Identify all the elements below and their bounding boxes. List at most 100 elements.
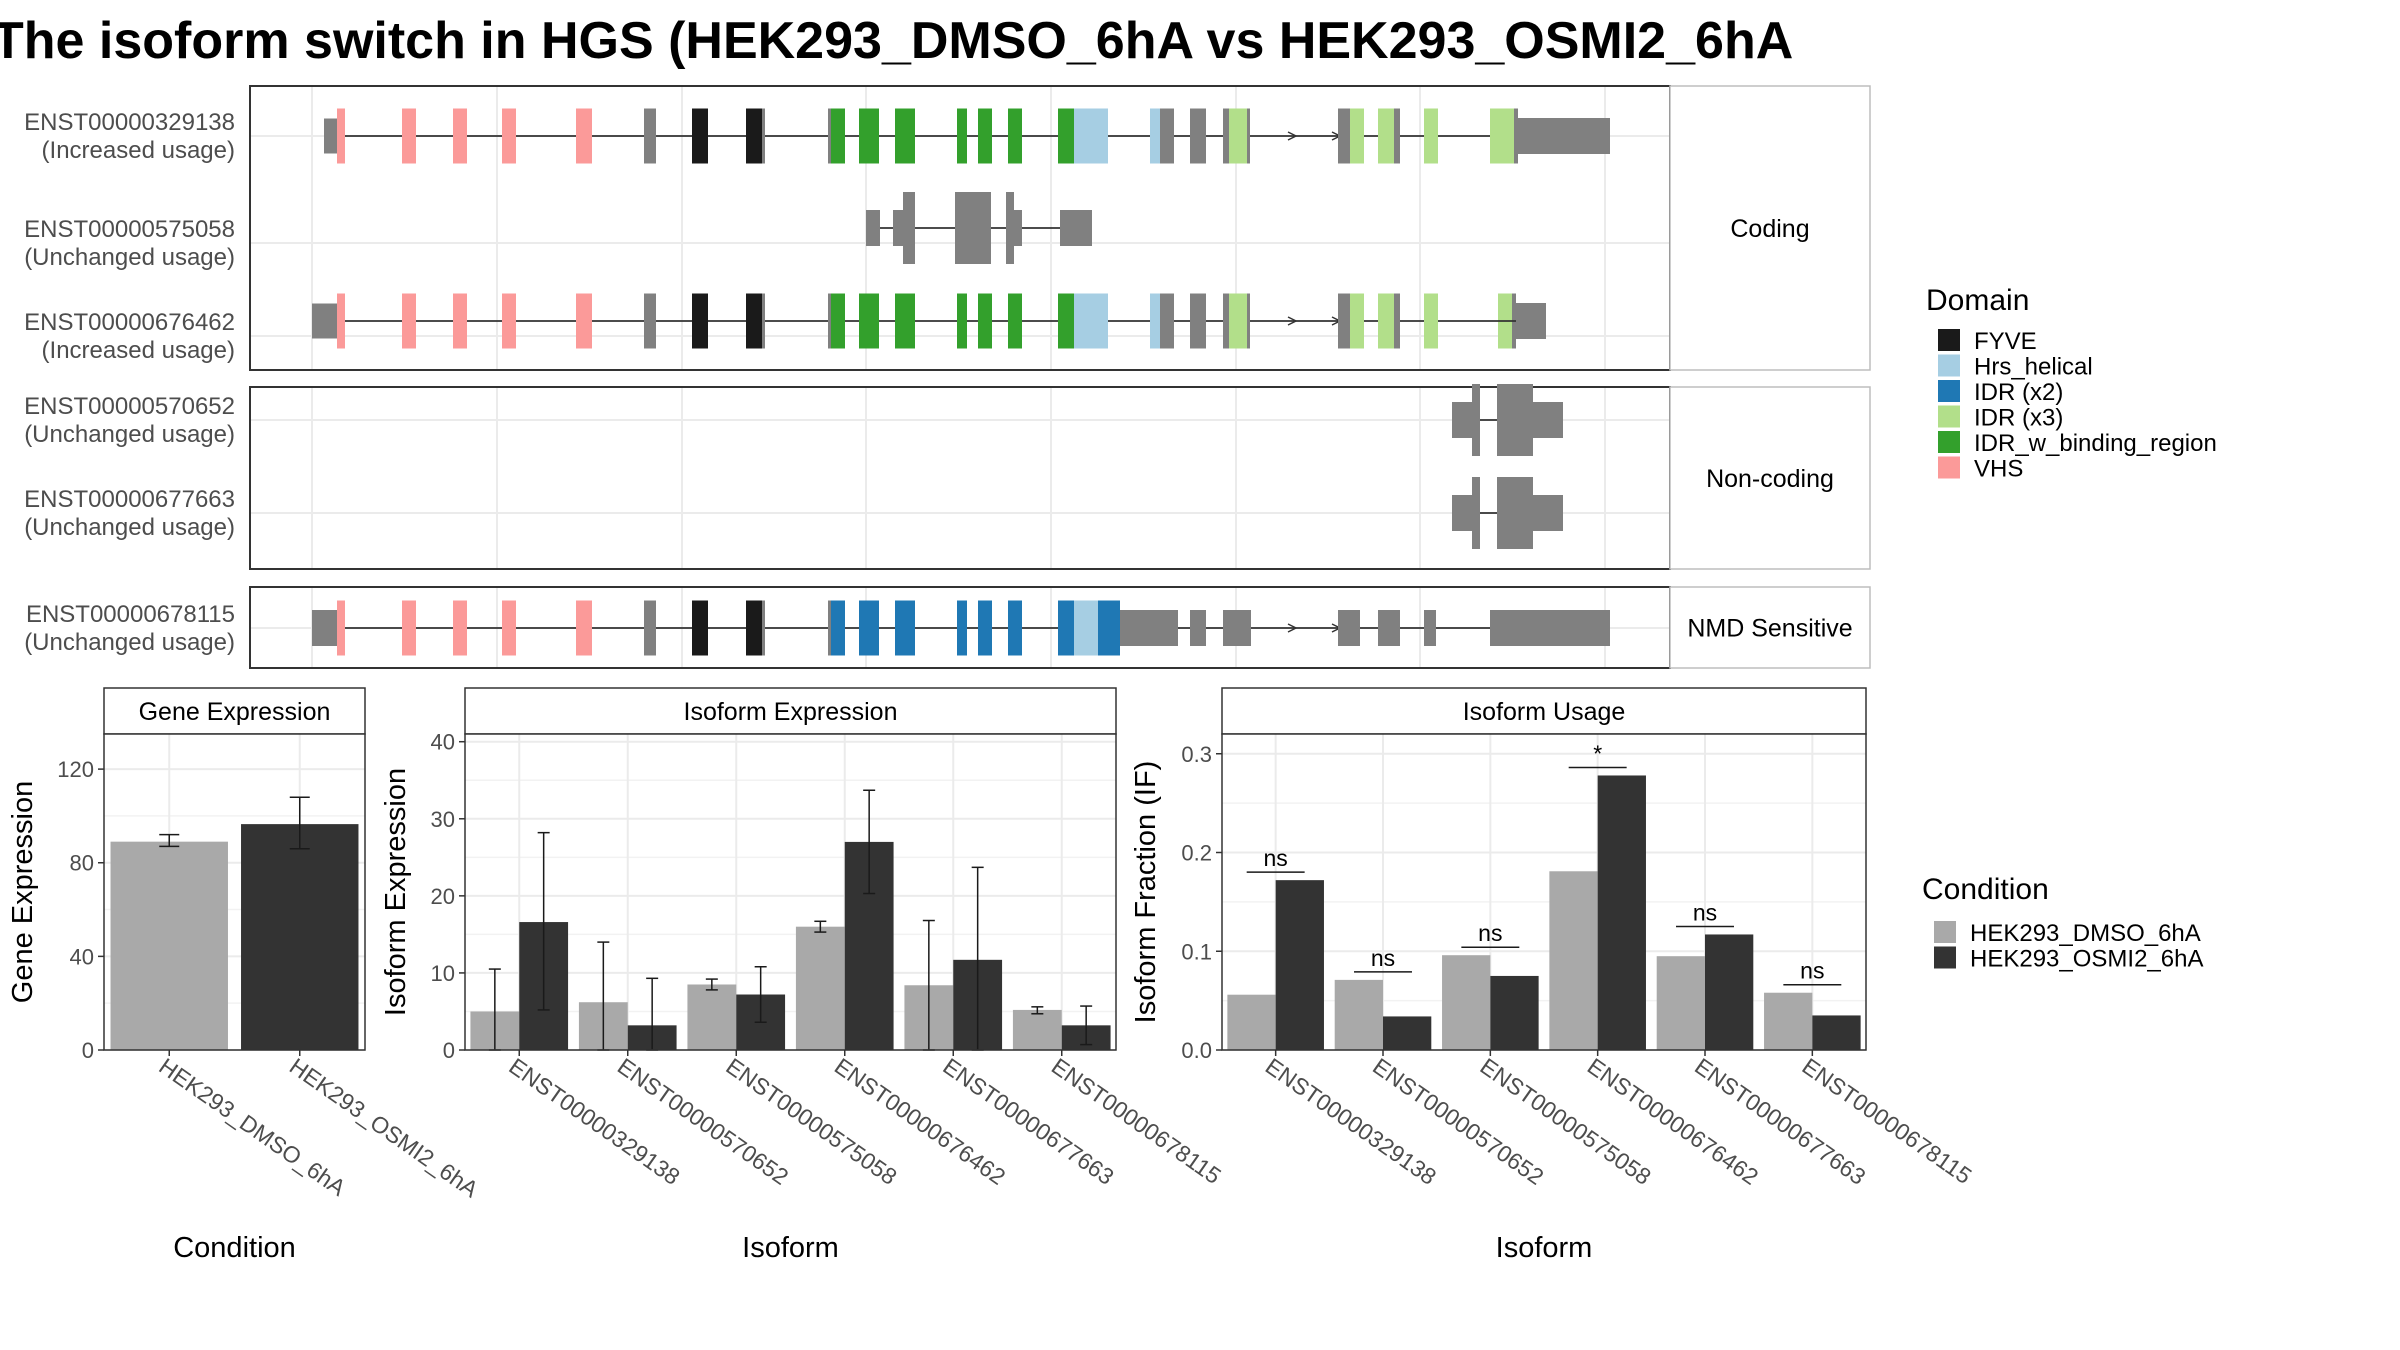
significance-label: ns [1800,958,1824,984]
utr-block [1490,610,1610,646]
significance-label: ns [1264,845,1288,871]
strip-label-box [1669,85,1871,371]
vhs-domain-block [337,108,345,164]
bar-dmso [110,841,228,1050]
isoform-usage-label: (Unchanged usage) [24,421,235,448]
bar-osmi2 [1705,934,1754,1050]
significance-label: ns [1478,920,1502,946]
y-tick-label: 0.0 [1181,1038,1212,1063]
vhs-domain-block [502,600,516,656]
vhs-domain-block [576,600,592,656]
exon [1190,610,1206,646]
exon [828,108,832,164]
exon [1452,402,1472,438]
y-tick-label: 120 [57,757,94,782]
condition-legend-title: Condition [1922,873,2049,906]
y-tick-label: 0 [82,1038,94,1063]
exon [893,210,905,246]
idr-binding-domain-block [978,108,992,164]
bar-dmso [1012,1009,1062,1050]
idr-x3-domain-block [1350,293,1364,349]
exon [1472,384,1480,456]
exon [1338,108,1350,164]
x-tick-label: ENST00000570652 [1368,1053,1548,1190]
chart-title: Isoform Expression [684,698,898,726]
fyve-domain-block [746,293,764,349]
y-axis-title: Isoform Expression [380,768,412,1016]
vhs-domain-block [337,600,345,656]
chart-strip [464,687,1117,735]
bar-dmso [1656,956,1705,1050]
hrs-helical-domain-block [1150,293,1160,349]
idr-binding-domain-block [1058,293,1074,349]
significance-label: * [1593,740,1602,766]
exon [1160,293,1174,349]
legend-swatch-idr-w-binding-region [1938,431,1960,453]
y-tick-label: 30 [431,807,455,832]
exon [762,600,765,656]
chart-panel-border [103,733,366,1051]
bar-dmso [1764,992,1813,1050]
strand-arrow [1287,131,1298,141]
exon [1338,293,1350,349]
bar-dmso [795,926,845,1050]
fyve-domain-block [746,600,764,656]
legend-label: IDR (x3) [1974,405,2063,432]
gene-expression-chart: Gene Expression04080120HEK293_DMSO_6hAHE… [7,687,484,1264]
y-tick-label: 40 [70,944,94,969]
exon [1060,210,1092,246]
legend-swatch-hrs-helical [1938,354,1960,377]
exon [1223,108,1229,164]
hrs-helical-domain-block [1074,600,1098,656]
vhs-domain-block [502,293,516,349]
exon [644,293,656,349]
chart-title: Gene Expression [139,698,331,726]
exon [1006,192,1014,264]
condition-legend: Condition HEK293_DMSO_6hAHEK293_OSMI2_6h… [1922,873,2203,973]
y-tick-label: 80 [70,851,94,876]
x-tick-label: ENST00000575058 [1475,1053,1655,1190]
idr-binding-domain-block [895,108,915,164]
idr-x3-domain-block [1378,108,1394,164]
y-axis-title: Isoform Fraction (IF) [1130,761,1162,1024]
domain-legend-title: Domain [1926,284,2029,317]
isoform-id-label: ENST00000678115 [26,601,235,628]
vhs-domain-block [402,600,416,656]
y-tick-label: 0.2 [1181,841,1212,866]
legend-swatch-fyve [1938,329,1960,351]
exon [955,192,991,264]
hrs-helical-domain-block [1150,108,1160,164]
x-tick-label: ENST00000329138 [1261,1053,1441,1190]
chart-title: Isoform Usage [1463,698,1626,726]
idr-binding-domain-block [895,293,915,349]
isoform-expression-chart: Isoform Expression010203040ENST000003291… [380,687,1226,1264]
legend-label: IDR (x2) [1974,379,2063,406]
isoform-usage-label: (Increased usage) [42,137,235,164]
legend-label: Hrs_helical [1974,354,2093,381]
legend-swatch-idr-x3 [1938,405,1960,428]
y-tick-label: 40 [431,730,455,755]
exon [828,600,832,656]
idr-x2-domain-block [978,600,992,656]
panel-strip-label: Non-coding [1706,465,1834,493]
isoform-id-label: ENST00000677663 [24,486,235,513]
exon [1497,477,1533,549]
isoform-id-label: ENST00000676462 [24,309,235,336]
vhs-domain-block [337,293,345,349]
exon [1533,402,1563,438]
idr-x2-domain-block [1098,600,1120,656]
idr-x2-domain-block [957,600,967,656]
idr-binding-domain-block [957,108,967,164]
vhs-domain-block [453,108,467,164]
vhs-domain-block [502,108,516,164]
chart-panel [465,734,1116,1050]
bar-dmso [1227,994,1276,1050]
exon [1247,293,1250,349]
x-tick-label: ENST00000678115 [1797,1053,1976,1189]
exon [866,210,880,246]
fyve-domain-block [746,108,764,164]
exon [1247,108,1250,164]
